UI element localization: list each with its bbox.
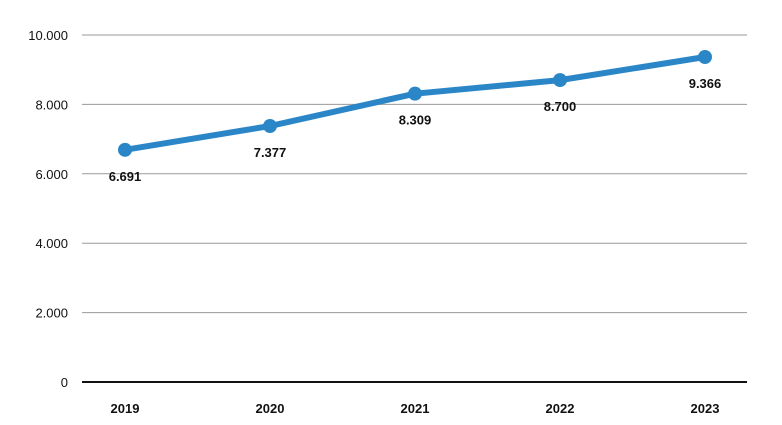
y-axis-ticks: 0 2.000 4.000 6.000 8.000 10.000: [28, 28, 68, 390]
data-point: [118, 143, 132, 157]
x-tick-label: 2023: [691, 401, 720, 416]
x-tick-label: 2022: [546, 401, 575, 416]
data-point: [408, 87, 422, 101]
data-label: 7.377: [254, 145, 287, 160]
x-tick-label: 2020: [256, 401, 285, 416]
data-label: 8.309: [399, 113, 432, 128]
series-group: 6.691 7.377 8.309 8.700 9.366: [109, 50, 722, 184]
data-label: 9.366: [689, 76, 722, 91]
y-tick-label: 6.000: [35, 167, 68, 182]
y-tick-label: 4.000: [35, 236, 68, 251]
data-point: [698, 50, 712, 64]
data-point: [553, 73, 567, 87]
y-tick-label: 8.000: [35, 97, 68, 112]
y-tick-label: 2.000: [35, 306, 68, 321]
x-axis-ticks: 2019 2020 2021 2022 2023: [111, 401, 720, 416]
y-tick-label: 0: [61, 375, 68, 390]
data-point: [263, 119, 277, 133]
data-label: 8.700: [544, 99, 577, 114]
series-line: [125, 57, 705, 150]
x-tick-label: 2021: [401, 401, 430, 416]
data-label: 6.691: [109, 169, 142, 184]
x-tick-label: 2019: [111, 401, 140, 416]
y-tick-label: 10.000: [28, 28, 68, 43]
